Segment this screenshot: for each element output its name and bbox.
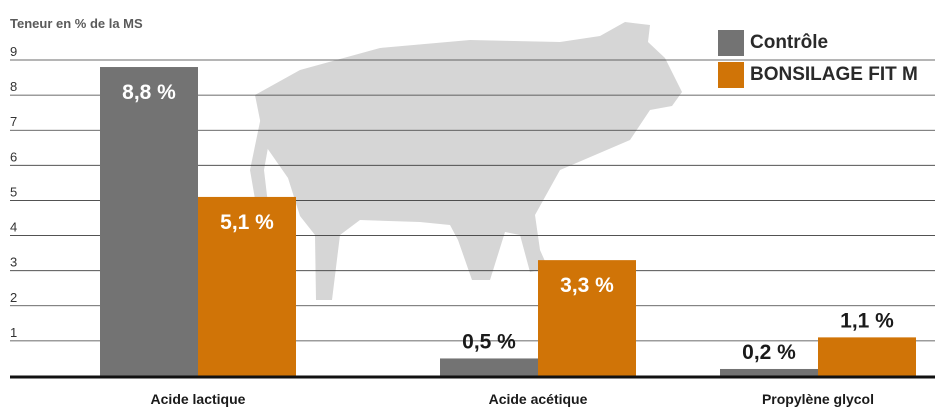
legend-label: BONSILAGE FIT M (750, 64, 918, 85)
bar-bonsilage (198, 196, 296, 376)
data-label: 0,5 % (462, 330, 516, 353)
x-tick-label: Propylène glycol (762, 391, 874, 407)
y-axis-title: Teneur en % de la MS (10, 16, 143, 31)
data-label: 3,3 % (560, 274, 614, 297)
bar-bonsilage (818, 337, 916, 376)
y-tick-label: 7 (10, 114, 17, 129)
data-label: 1,1 % (840, 309, 894, 332)
data-label: 0,2 % (742, 341, 796, 364)
legend-label: Contrôle (750, 32, 829, 53)
y-tick-label: 1 (10, 325, 17, 340)
y-tick-label: 9 (10, 44, 17, 59)
data-label: 8,8 % (122, 81, 176, 104)
cow-silhouette-icon (250, 22, 682, 300)
y-tick-label: 4 (10, 220, 17, 235)
legend-swatch (718, 62, 744, 88)
bar-controle (720, 368, 818, 376)
y-tick-label: 6 (10, 149, 17, 164)
y-tick-label: 8 (10, 79, 17, 94)
y-tick-label: 2 (10, 290, 17, 305)
y-tick-label: 5 (10, 184, 17, 199)
bar-controle (100, 67, 198, 377)
x-tick-label: Acide acétique (489, 391, 588, 407)
bar-bonsilage (538, 260, 636, 376)
y-tick-label: 3 (10, 255, 17, 270)
bar-controle (440, 358, 538, 376)
legend-swatch (718, 30, 744, 56)
data-label: 5,1 % (220, 211, 274, 234)
x-tick-label: Acide lactique (151, 391, 246, 407)
